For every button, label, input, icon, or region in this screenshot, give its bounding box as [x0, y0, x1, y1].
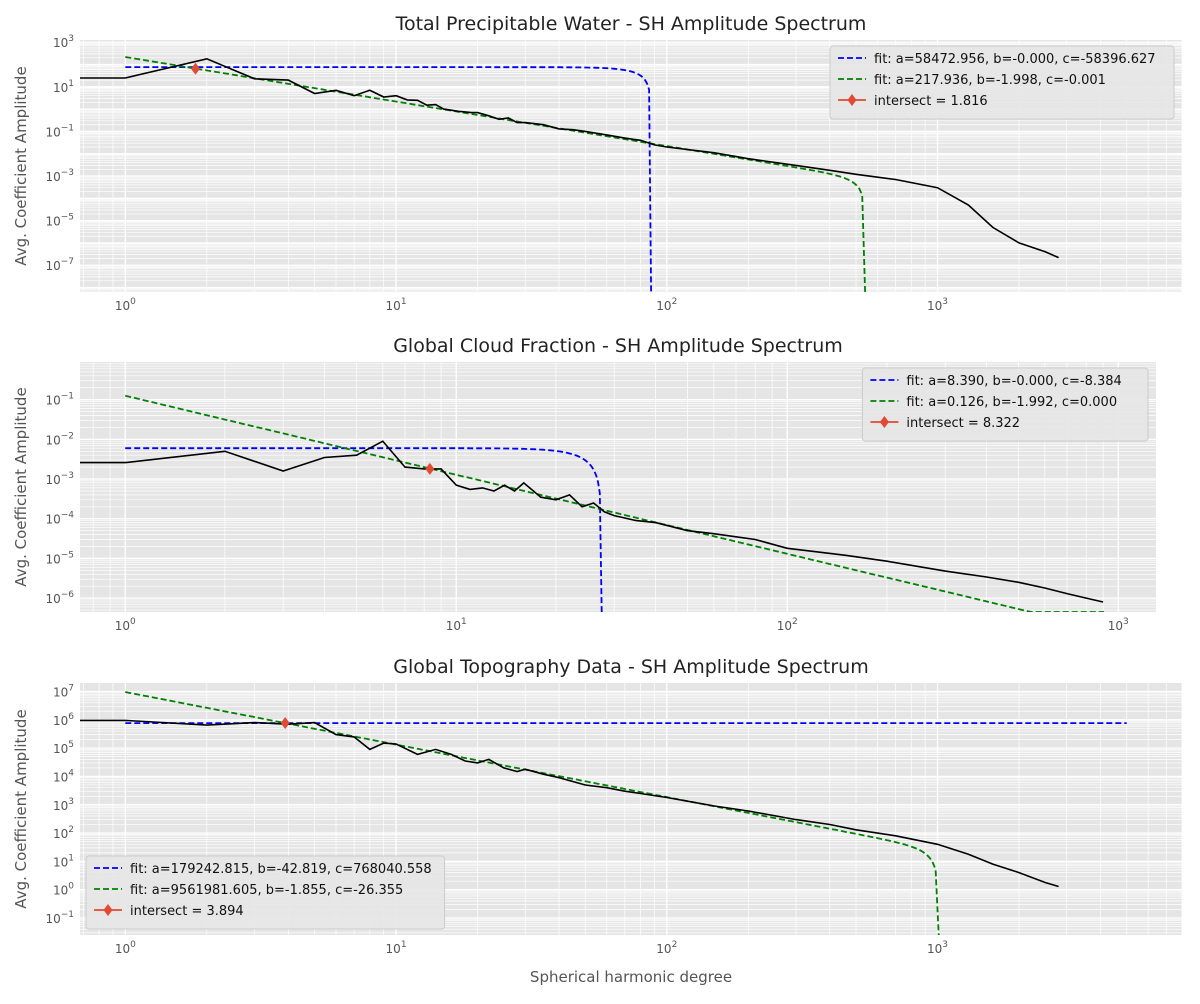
x-tick-label: 102 — [656, 297, 677, 313]
legend-label: intersect = 3.894 — [130, 904, 244, 919]
x-tick-label: 101 — [386, 297, 407, 313]
chart-title: Global Cloud Fraction - SH Amplitude Spe… — [393, 335, 843, 357]
y-tick-label: 100 — [53, 882, 74, 898]
y-axis-label: Avg. Coefficient Amplitude — [12, 709, 30, 908]
data-series-line — [80, 719, 1059, 888]
y-tick-label: 107 — [53, 683, 74, 699]
y-tick-label: 102 — [53, 825, 74, 841]
grid — [80, 362, 1156, 612]
fit-line-1 — [125, 66, 652, 292]
chart-title: Total Precipitable Water - SH Amplitude … — [395, 13, 867, 35]
plot-series — [80, 56, 1059, 292]
x-tick-label: 103 — [1108, 617, 1129, 633]
y-tick-label: 10−1 — [45, 123, 74, 139]
x-tick-label: 103 — [927, 297, 948, 313]
legend-diamond-icon — [879, 416, 889, 428]
y-tick-label: 10−4 — [45, 511, 74, 527]
y-tick-label: 10−7 — [45, 257, 74, 273]
x-axis-label: Spherical harmonic degree — [530, 968, 732, 986]
legend: fit: a=8.390, b=-0.000, c=-8.384 fit: a=0… — [861, 367, 1149, 442]
legend-label: fit: a=217.936, b=-1.998, c=-0.001 — [874, 73, 1106, 88]
chart-panel-2: 100 101 102 103 10−6 10−5 10−4 10−3 10−2 10−1 Glob… — [12, 335, 1156, 633]
intersect-marker — [190, 62, 200, 75]
legend-label: fit: a=8.390, b=-0.000, c=-8.384 — [906, 374, 1121, 389]
data-series-line — [80, 57, 1059, 259]
x-tick-label: 103 — [927, 940, 948, 956]
plot-series — [80, 394, 1104, 612]
y-tick-label: 101 — [53, 853, 74, 869]
legend-label: fit: a=58472.956, b=-0.000, c=-58396.627 — [874, 52, 1156, 67]
y-tick-label: 103 — [53, 797, 74, 813]
intersect-marker — [280, 717, 290, 730]
y-tick-label: 10−1 — [45, 910, 74, 926]
y-tick-label: 10−6 — [45, 590, 74, 606]
y-tick-label: 103 — [53, 34, 74, 50]
y-tick-label: 104 — [53, 768, 74, 784]
y-tick-label: 10−5 — [45, 550, 74, 566]
y-tick-label: 106 — [53, 712, 74, 728]
y-tick-label: 10−3 — [45, 471, 74, 487]
legend-label: fit: a=9561981.605, b=-1.855, c=-26.355 — [130, 883, 403, 898]
legend-label: intersect = 8.322 — [906, 416, 1020, 431]
legend-box — [85, 855, 446, 930]
fit-line-2 — [124, 394, 1104, 612]
x-tick-label: 102 — [777, 617, 798, 633]
x-tick-label: 101 — [386, 940, 407, 956]
y-axis-label: Avg. Coefficient Amplitude — [12, 66, 30, 265]
chart-title: Global Topography Data - SH Amplitude Sp… — [393, 656, 868, 678]
x-tick-label: 102 — [656, 940, 677, 956]
legend-diamond-icon — [103, 904, 113, 916]
x-tick-label: 100 — [115, 297, 136, 313]
data-series-line — [80, 440, 1104, 603]
y-tick-label: 10−5 — [45, 213, 74, 229]
intersect-marker — [425, 462, 435, 475]
y-tick-label: 10−3 — [45, 168, 74, 184]
y-tick-label: 105 — [53, 740, 74, 756]
legend-box — [829, 45, 1175, 120]
x-tick-label: 100 — [115, 940, 136, 956]
fit-line-1 — [125, 447, 603, 612]
legend-diamond-icon — [847, 94, 857, 106]
x-tick-label: 101 — [446, 617, 467, 633]
legend-label: fit: a=179242.815, b=-42.819, c=768040.5… — [130, 862, 432, 877]
chart-panel-1: 100 101 102 103 10−7 10−5 10−3 10−1 101 103 Total … — [12, 13, 1183, 313]
legend-label: intersect = 1.816 — [874, 94, 988, 109]
x-tick-label: 100 — [115, 617, 136, 633]
chart-panel-3: 100 101 102 103 10−1 100 101 102 103 104 105 106 107… — [12, 656, 1183, 986]
y-axis-label: Avg. Coefficient Amplitude — [12, 387, 30, 586]
y-tick-label: 101 — [53, 79, 74, 95]
legend-label: fit: a=0.126, b=-1.992, c=0.000 — [906, 395, 1117, 410]
y-tick-label: 10−2 — [45, 431, 74, 447]
legend: fit: a=58472.956, b=-0.000, c=-58396.627… — [829, 45, 1175, 120]
y-tick-label: 10−1 — [45, 392, 74, 408]
legend-box — [861, 367, 1149, 442]
plot-series — [80, 691, 1127, 935]
legend: fit: a=179242.815, b=-42.819, c=768040.5… — [85, 855, 446, 930]
